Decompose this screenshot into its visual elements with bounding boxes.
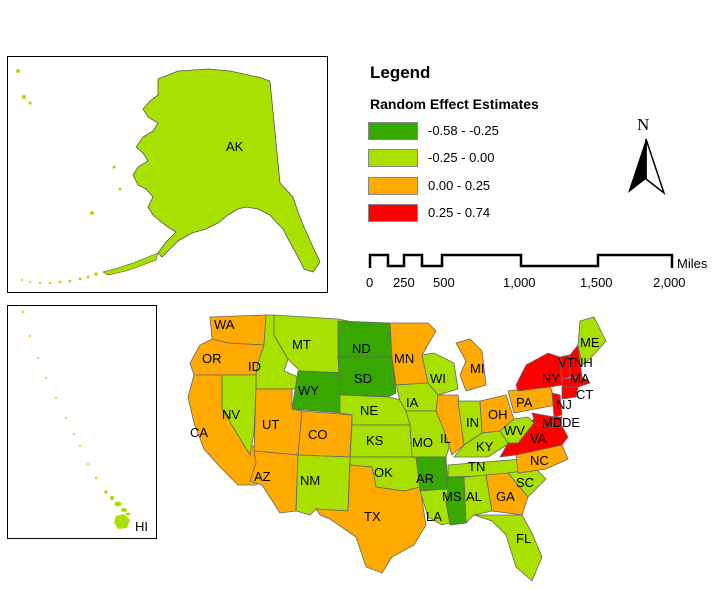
state-label-ms: MS	[442, 489, 462, 504]
aleutian-islands	[21, 272, 98, 285]
scale-tick-2000: 2,000	[653, 275, 686, 290]
state-label-co: CO	[308, 427, 328, 442]
state-ct[interactable]	[561, 386, 579, 400]
contiguous-us-map: WA OR CA ID NV MT WY UT AZ CO NM ND SD NE KS OK TX MN IA MO…	[187, 314, 607, 582]
state-label-mo: MO	[412, 435, 433, 450]
state-label-ct: CT	[576, 387, 593, 402]
north-label: N	[637, 115, 650, 134]
state-mi[interactable]	[455, 338, 487, 392]
legend-label-1: -0.58 - -0.25	[428, 123, 499, 138]
state-label-mi: MI	[470, 361, 484, 376]
alaska-peninsula	[102, 252, 159, 276]
state-label-or: OR	[202, 351, 222, 366]
state-label-wa: WA	[214, 317, 235, 332]
state-ga[interactable]	[485, 472, 529, 516]
state-de[interactable]	[553, 416, 563, 428]
state-label-nv: NV	[222, 407, 240, 422]
state-label-nh: NH	[574, 355, 593, 370]
alaska-west-islands	[16, 69, 122, 215]
state-label-de: DE	[562, 415, 580, 430]
state-label-al: AL	[466, 489, 482, 504]
state-label-tn: TN	[468, 459, 485, 474]
state-label-vt: VT	[558, 355, 575, 370]
state-nj[interactable]	[551, 392, 563, 418]
hawaii-islands	[21, 310, 131, 529]
state-label-il: IL	[440, 431, 451, 446]
state-tx[interactable]	[315, 464, 427, 574]
state-label-ne: NE	[360, 403, 378, 418]
hawaii-label: HI	[135, 519, 148, 534]
state-label-ia: IA	[406, 395, 419, 410]
scale-tick-250: 250	[393, 275, 415, 290]
legend-subtitle: Random Effect Estimates	[370, 96, 539, 112]
state-label-ny: NY	[542, 371, 560, 386]
state-label-mt: MT	[292, 337, 311, 352]
state-label-fl: FL	[516, 531, 531, 546]
hawaii-inset: HI	[7, 305, 157, 539]
state-wi[interactable]	[421, 352, 459, 396]
state-label-va: VA	[530, 431, 547, 446]
north-arrow: N	[624, 115, 668, 197]
state-label-la: LA	[426, 509, 442, 524]
state-label-az: AZ	[254, 469, 271, 484]
state-label-ky: KY	[476, 439, 494, 454]
state-me[interactable]	[577, 316, 607, 366]
state-label-nd: ND	[352, 341, 371, 356]
alaska-label: AK	[226, 139, 244, 154]
state-il[interactable]	[435, 394, 465, 456]
legend-swatch-1	[368, 122, 418, 140]
legend-label-3: 0.00 - 0.25	[428, 178, 491, 193]
state-ak[interactable]	[132, 68, 321, 273]
legend-swatch-4	[368, 204, 418, 222]
legend-title: Legend	[370, 63, 431, 82]
state-label-sc: SC	[516, 475, 534, 490]
state-label-me: ME	[580, 335, 600, 350]
alaska-inset: AK	[7, 56, 328, 293]
state-label-in: IN	[466, 415, 479, 430]
scale-bar	[368, 253, 674, 268]
scale-tick-500: 500	[433, 275, 455, 290]
state-label-wi: WI	[430, 371, 446, 386]
state-label-wy: WY	[298, 383, 319, 398]
legend-label-4: 0.25 - 0.74	[428, 205, 491, 220]
alaska-map: AK	[16, 68, 321, 285]
state-label-id: ID	[248, 359, 261, 374]
state-nv[interactable]	[221, 374, 257, 457]
state-label-ma: MA	[570, 371, 590, 386]
state-label-ga: GA	[496, 489, 515, 504]
state-label-mn: MN	[394, 351, 414, 366]
state-label-ca: CA	[190, 425, 208, 440]
state-label-sd: SD	[354, 371, 372, 386]
state-label-ar: AR	[416, 471, 434, 486]
state-label-tx: TX	[364, 509, 381, 524]
state-wv[interactable]	[499, 416, 535, 444]
scale-unit: Miles	[677, 256, 708, 271]
state-ma[interactable]	[561, 376, 591, 388]
state-fl[interactable]	[473, 514, 543, 582]
scale-tick-1000: 1,000	[503, 275, 536, 290]
state-label-ut: UT	[262, 417, 279, 432]
state-label-oh: OH	[488, 407, 508, 422]
state-label-md: MD	[542, 415, 562, 430]
north-arrow-icon	[628, 138, 666, 196]
state-label-nc: NC	[530, 453, 549, 468]
scale-tick-1500: 1,500	[580, 275, 613, 290]
state-label-nj: NJ	[556, 397, 572, 412]
state-label-ks: KS	[366, 433, 384, 448]
state-label-nm: NM	[300, 473, 320, 488]
legend-label-2: -0.25 - 0.00	[428, 150, 495, 165]
hawaii-map: HI	[21, 310, 148, 534]
state-label-ok: OK	[374, 465, 393, 480]
state-label-pa: PA	[516, 395, 533, 410]
scale-tick-0: 0	[366, 275, 374, 290]
legend-swatch-2	[368, 149, 418, 167]
state-al[interactable]	[463, 474, 493, 524]
state-md[interactable]	[531, 412, 555, 428]
state-sd[interactable]	[337, 356, 397, 398]
state-label-wv: WV	[504, 423, 525, 438]
legend-swatch-3	[368, 177, 418, 195]
